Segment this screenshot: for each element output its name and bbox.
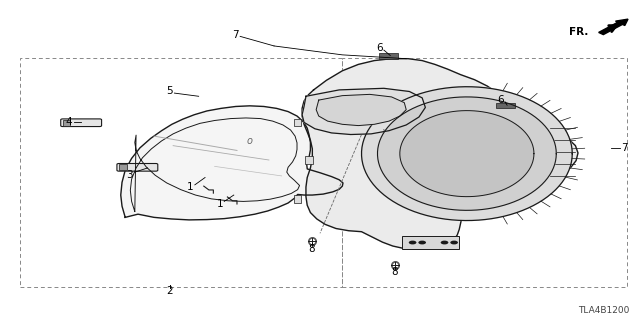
Polygon shape xyxy=(302,88,426,134)
Bar xyxy=(20,58,342,287)
Text: 7: 7 xyxy=(232,30,239,40)
Text: 6: 6 xyxy=(497,95,504,105)
Text: TLA4B1200: TLA4B1200 xyxy=(579,306,630,315)
Polygon shape xyxy=(400,111,534,196)
Polygon shape xyxy=(362,87,572,220)
Circle shape xyxy=(441,241,449,244)
FancyArrow shape xyxy=(598,19,628,35)
Text: 8: 8 xyxy=(392,267,398,276)
Bar xyxy=(119,164,127,170)
Text: 4: 4 xyxy=(66,117,72,127)
Text: 5: 5 xyxy=(166,86,173,96)
Polygon shape xyxy=(121,106,343,220)
Bar xyxy=(379,53,398,59)
FancyBboxPatch shape xyxy=(117,164,158,171)
Text: 3: 3 xyxy=(126,170,133,180)
Bar xyxy=(294,119,301,126)
Text: 7: 7 xyxy=(621,143,627,153)
Polygon shape xyxy=(316,94,406,125)
Bar xyxy=(342,58,627,287)
FancyBboxPatch shape xyxy=(61,119,102,126)
Bar xyxy=(294,195,301,203)
Text: 6: 6 xyxy=(376,43,383,53)
Text: FR.: FR. xyxy=(569,27,588,36)
Circle shape xyxy=(451,241,458,244)
Bar xyxy=(63,120,70,125)
Bar xyxy=(496,103,515,108)
Circle shape xyxy=(409,241,417,244)
Polygon shape xyxy=(378,97,556,210)
FancyBboxPatch shape xyxy=(402,236,460,249)
Text: 2: 2 xyxy=(166,286,173,296)
Polygon shape xyxy=(302,59,578,249)
Circle shape xyxy=(419,241,426,244)
Text: 1: 1 xyxy=(187,182,194,192)
Bar xyxy=(305,156,313,164)
Text: 1: 1 xyxy=(216,199,223,209)
Text: o: o xyxy=(247,136,253,146)
Text: 8: 8 xyxy=(308,244,315,253)
